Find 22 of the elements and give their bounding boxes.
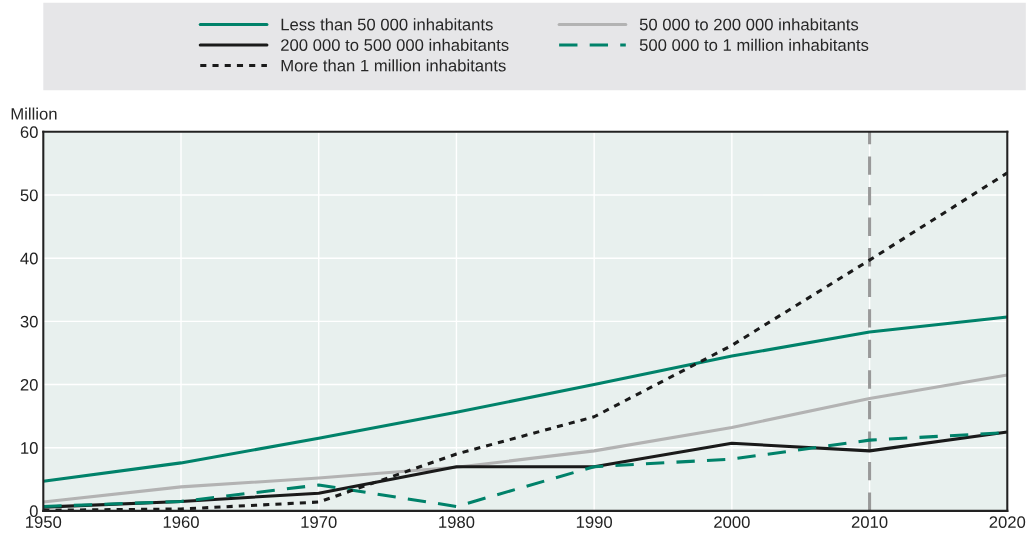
x-tick-label: 2000 [714, 516, 750, 528]
x-tick-label: 2010 [851, 516, 888, 528]
y-axis-title: Million [11, 107, 57, 120]
y-tick-label: 20 [20, 378, 38, 391]
line-series [43, 315, 1008, 483]
legend-label: 50 000 to 200 000 inhabitants [639, 18, 859, 31]
x-tick-label: 2020 [989, 516, 1026, 528]
legend-label: More than 1 million inhabitants [281, 59, 506, 72]
x-tick-label: 1990 [576, 516, 613, 528]
x-tick-label: 1970 [301, 516, 337, 528]
x-tick-label: 1950 [26, 516, 62, 528]
y-tick-label: 60 [20, 126, 38, 139]
y-tick-label: 30 [20, 315, 38, 328]
y-tick-label: 10 [21, 442, 38, 454]
legend-label: 500 000 to 1 million inhabitants [639, 38, 869, 51]
y-tick-label: 50 [20, 189, 38, 202]
line-series [43, 373, 1008, 504]
x-tick-label: 1980 [439, 516, 475, 528]
y-tick-label: 40 [20, 252, 38, 265]
x-tick-label: 1960 [163, 516, 199, 528]
legend-label: 200 000 to 500 000 inhabitants [281, 38, 509, 51]
legend-label: Less than 50 000 inhabitants [281, 18, 493, 31]
